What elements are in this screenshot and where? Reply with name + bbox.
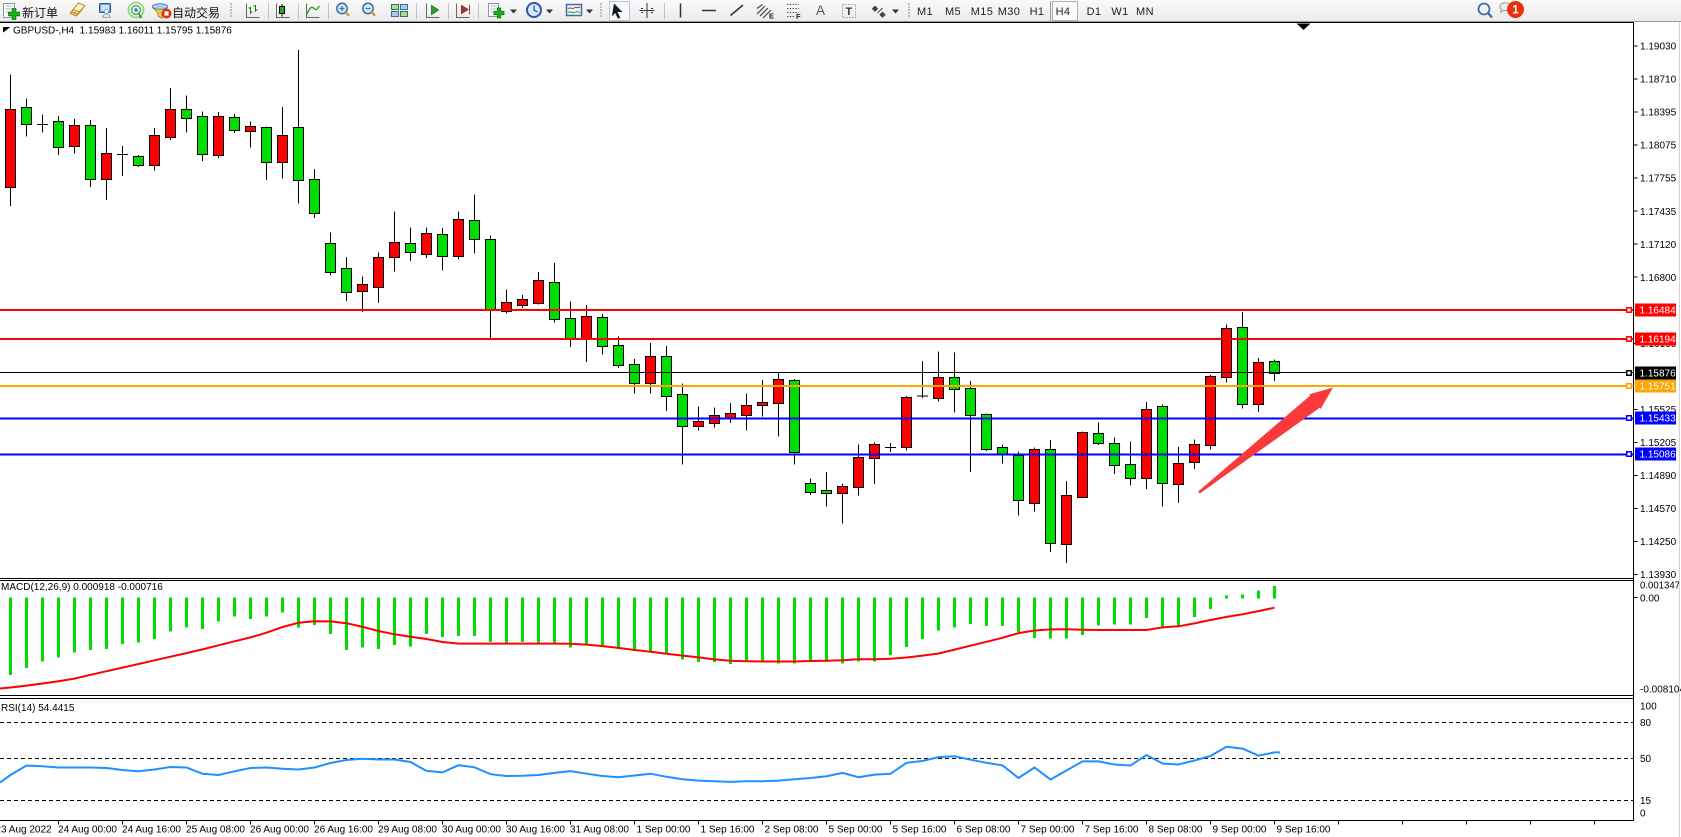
svg-text:24 Aug 16:00: 24 Aug 16:00 <box>122 825 181 836</box>
svg-text:9 Sep 16:00: 9 Sep 16:00 <box>1277 825 1331 836</box>
svg-text:E: E <box>769 12 774 21</box>
svg-text:1.17755: 1.17755 <box>1640 174 1677 185</box>
svg-text:1.16800: 1.16800 <box>1640 273 1677 284</box>
svg-text:80: 80 <box>1640 718 1652 729</box>
svg-text:1 Sep 16:00: 1 Sep 16:00 <box>701 825 755 836</box>
svg-text:1.18395: 1.18395 <box>1640 108 1677 119</box>
svg-text:1.14890: 1.14890 <box>1640 471 1677 482</box>
svg-text:1.15433: 1.15433 <box>1640 414 1677 425</box>
svg-text:5 Sep 00:00: 5 Sep 00:00 <box>829 825 883 836</box>
svg-text:100: 100 <box>1640 702 1657 713</box>
svg-text:1.18710: 1.18710 <box>1640 75 1677 86</box>
svg-text:1.17120: 1.17120 <box>1640 240 1677 251</box>
svg-text:7 Sep 16:00: 7 Sep 16:00 <box>1085 825 1139 836</box>
svg-text:50: 50 <box>1640 754 1652 765</box>
svg-text:1.14570: 1.14570 <box>1640 504 1677 515</box>
svg-text:1.18075: 1.18075 <box>1640 141 1677 152</box>
svg-text:29 Aug 08:00: 29 Aug 08:00 <box>378 825 437 836</box>
svg-text:M1: M1 <box>917 6 933 18</box>
svg-text:M5: M5 <box>945 6 961 18</box>
svg-text:1.17435: 1.17435 <box>1640 207 1677 218</box>
svg-text:1.15525: 1.15525 <box>1640 405 1677 416</box>
svg-text:1.15876: 1.15876 <box>1640 369 1677 380</box>
svg-text:1.16194: 1.16194 <box>1640 335 1677 346</box>
svg-text:1.13930: 1.13930 <box>1640 570 1677 581</box>
svg-text:H4: H4 <box>1056 6 1071 18</box>
svg-text:0: 0 <box>1640 809 1646 820</box>
svg-text:24 Aug 00:00: 24 Aug 00:00 <box>58 825 117 836</box>
svg-text:0.001347: 0.001347 <box>1640 581 1680 592</box>
svg-text:26 Aug 00:00: 26 Aug 00:00 <box>250 825 309 836</box>
svg-text:1: 1 <box>1512 5 1519 17</box>
svg-text:A: A <box>816 3 825 18</box>
svg-text:RSI(14) 54.4415: RSI(14) 54.4415 <box>1 703 75 714</box>
svg-text:MACD(12,26,9) 0.000918 -0.0007: MACD(12,26,9) 0.000918 -0.000716 <box>1 582 163 593</box>
svg-text:23 Aug 2022: 23 Aug 2022 <box>0 825 52 836</box>
svg-text:1.19030: 1.19030 <box>1640 42 1677 53</box>
svg-text:1 Sep 00:00: 1 Sep 00:00 <box>637 825 691 836</box>
svg-text:30 Aug 00:00: 30 Aug 00:00 <box>442 825 501 836</box>
svg-text:T: T <box>846 6 853 18</box>
svg-text:MN: MN <box>1136 6 1154 18</box>
svg-text:W1: W1 <box>1111 6 1128 18</box>
svg-text:1.15751: 1.15751 <box>1640 382 1677 393</box>
svg-text:M15: M15 <box>971 6 994 18</box>
svg-text:F: F <box>796 12 801 21</box>
svg-text:M30: M30 <box>998 6 1021 18</box>
svg-text:31 Aug 08:00: 31 Aug 08:00 <box>570 825 629 836</box>
svg-text:7 Sep 00:00: 7 Sep 00:00 <box>1021 825 1075 836</box>
svg-text:5 Sep 16:00: 5 Sep 16:00 <box>893 825 947 836</box>
svg-text:GBPUSD-,H4 1.15983 1.16011 1.: GBPUSD-,H4 1.15983 1.16011 1.15795 1.158… <box>13 26 232 37</box>
svg-text:1.15205: 1.15205 <box>1640 438 1677 449</box>
svg-text:1.16484: 1.16484 <box>1640 306 1677 317</box>
svg-text:30 Aug 16:00: 30 Aug 16:00 <box>506 825 565 836</box>
svg-text:1.15086: 1.15086 <box>1640 450 1677 461</box>
svg-text:9 Sep 00:00: 9 Sep 00:00 <box>1213 825 1267 836</box>
svg-text:8 Sep 08:00: 8 Sep 08:00 <box>1149 825 1203 836</box>
svg-text:-0.008104: -0.008104 <box>1640 685 1681 696</box>
svg-text:0.00: 0.00 <box>1640 594 1660 605</box>
svg-text:26 Aug 16:00: 26 Aug 16:00 <box>314 825 373 836</box>
svg-text:25 Aug 08:00: 25 Aug 08:00 <box>186 825 245 836</box>
svg-text:D1: D1 <box>1087 6 1102 18</box>
svg-text:H1: H1 <box>1030 6 1045 18</box>
svg-text:2 Sep 08:00: 2 Sep 08:00 <box>765 825 819 836</box>
svg-text:15: 15 <box>1640 796 1652 807</box>
svg-text:6 Sep 08:00: 6 Sep 08:00 <box>957 825 1011 836</box>
svg-text:1.14250: 1.14250 <box>1640 537 1677 548</box>
